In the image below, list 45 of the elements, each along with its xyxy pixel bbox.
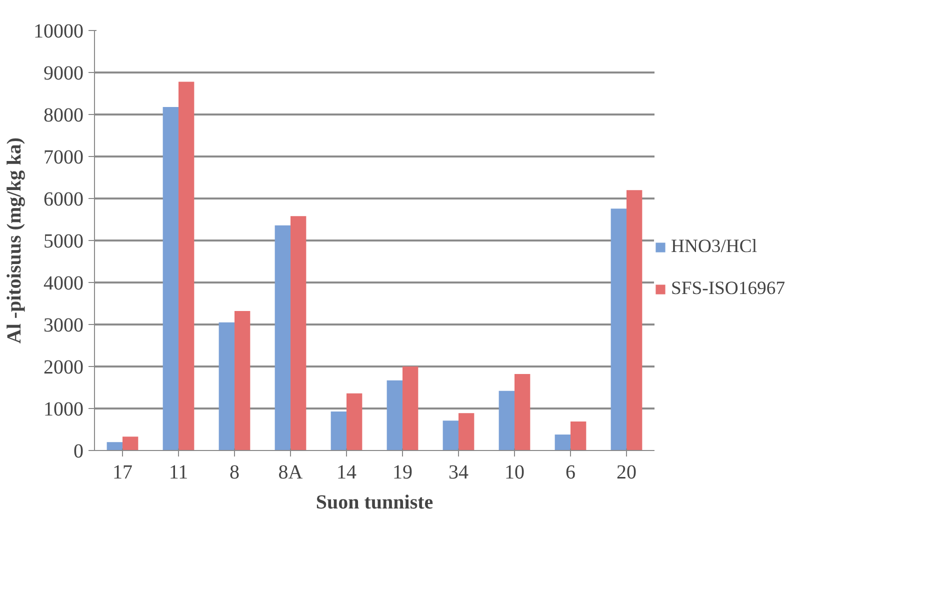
y-tick-label: 2000 [44,356,84,378]
bar [106,442,122,450]
y-tick-label: 0 [74,440,84,462]
x-tick-label: 14 [336,462,356,484]
bar [570,422,586,450]
y-axis-title: Al -pitoisuus (mg/kg ka) [4,137,26,344]
x-tick-label: 8 [230,462,240,484]
bar [234,311,250,450]
x-tick-label: 11 [168,462,188,484]
legend-label: HNO3/HCl [671,236,758,258]
y-tick-label: 4000 [44,272,84,294]
bar [514,374,530,450]
bar [554,434,570,450]
x-tick-label: 10 [504,462,524,484]
x-tick-label: 34 [448,462,468,484]
y-tick-label: 7000 [44,146,84,168]
bar [330,411,346,450]
x-tick-label: 6 [566,462,576,484]
y-tick-label: 6000 [44,188,84,210]
y-tick-label: 5000 [44,230,84,252]
bar [626,190,642,450]
bar [218,322,234,450]
bar [178,82,194,450]
bar [274,225,290,450]
x-tick-label: 20 [616,462,636,484]
bar [386,380,402,450]
legend-label: SFS-ISO16967 [671,278,786,300]
bar [346,393,362,450]
bar [122,436,138,450]
x-tick-label: 17 [112,462,132,484]
y-tick-label: 9000 [44,62,84,84]
bar [402,366,418,450]
x-tick-label: 8A [278,462,304,484]
y-tick-label: 8000 [44,104,84,126]
bar [442,420,458,450]
y-tick-label: 1000 [44,398,84,420]
x-tick-label: 19 [392,462,412,484]
bar [162,106,178,450]
y-tick-label: 3000 [44,314,84,336]
bar [290,216,306,450]
bar [498,390,514,450]
bar [458,413,474,450]
bar [610,208,626,450]
x-axis-title: Suon tunniste [316,492,434,514]
y-tick-label: 10000 [34,20,84,42]
